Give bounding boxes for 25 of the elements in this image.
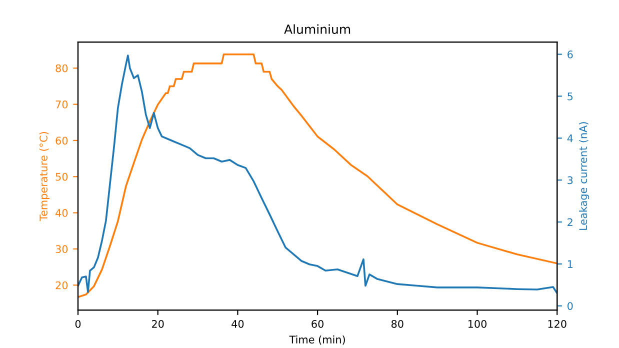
y-tick-label: 30 bbox=[56, 245, 68, 254]
y-tick-label: 80 bbox=[56, 64, 68, 72]
y2-tick-label: 2 bbox=[568, 218, 572, 226]
y2-tick-label: 1 bbox=[568, 260, 572, 268]
y-tick-label: 20 bbox=[56, 281, 68, 290]
y2-tick-label: 3 bbox=[568, 176, 573, 184]
y-tick-label: 60 bbox=[56, 136, 68, 145]
y-axis-title: Temperature (°C) bbox=[39, 132, 50, 222]
x-tick-label: 0 bbox=[75, 320, 81, 328]
chart-title: Aluminium bbox=[284, 24, 350, 34]
y-tick-label: 40 bbox=[56, 209, 68, 217]
y2-tick-label: 6 bbox=[568, 50, 573, 58]
y2-tick-label: 5 bbox=[568, 92, 573, 100]
y2-tick-label: 0 bbox=[568, 302, 573, 310]
x-tick-label: 40 bbox=[232, 320, 244, 328]
y-tick-label: 50 bbox=[56, 172, 68, 181]
x-tick-label: 60 bbox=[312, 320, 324, 328]
y2-axis-title: Leakage current (nA) bbox=[579, 122, 590, 230]
y2-tick-label: 4 bbox=[567, 134, 573, 142]
y-tick-label: 70 bbox=[56, 100, 68, 108]
x-tick-label: 80 bbox=[391, 320, 404, 328]
x-tick-label: 20 bbox=[152, 320, 164, 328]
x-axis-title: Time (min) bbox=[289, 335, 345, 345]
x-tick-label: 100 bbox=[468, 320, 486, 328]
x-tick-label: 120 bbox=[548, 320, 566, 328]
